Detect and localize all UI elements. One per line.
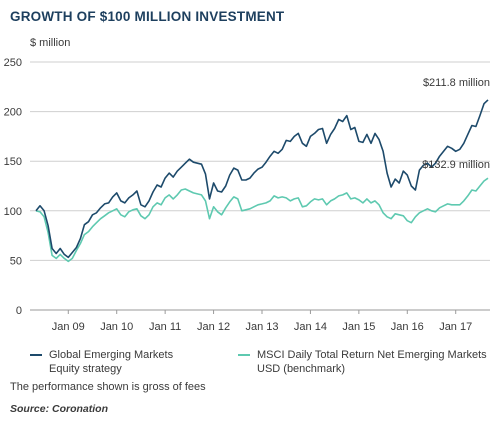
series-line-strategy [35, 99, 489, 259]
gridlines [30, 61, 490, 311]
end-label-strategy: $211.8 million [423, 77, 490, 89]
series-lines [35, 99, 489, 263]
legend-swatch-benchmark [238, 354, 250, 356]
y-tick-label: 200 [4, 107, 22, 119]
legend-label-benchmark: MSCI Daily Total Return Net Emerging Mar… [257, 349, 487, 375]
x-tick-label: Jan 09 [52, 321, 85, 333]
x-tick-label: Jan 11 [149, 321, 181, 333]
source-note: Source: Coronation [10, 403, 109, 415]
y-tick-label: 50 [10, 255, 22, 267]
y-tick-label: 150 [4, 156, 22, 168]
x-tick-labels: Jan 09 Jan 10 Jan 11 Jan 12 Jan 13 Jan 14 Jan … [52, 310, 472, 333]
y-tick-label: 250 [4, 57, 22, 69]
chart-title: GROWTH OF $100 MILLION INVESTMENT [10, 9, 285, 24]
x-tick-label: Jan 14 [294, 321, 327, 333]
x-tick-label: Jan 12 [197, 321, 230, 333]
y-tick-labels: 0 50 100 150 200 250 [4, 57, 22, 317]
series-line-benchmark [35, 177, 489, 263]
y-tick-label: 100 [4, 206, 22, 218]
legend-item-benchmark: MSCI Daily Total Return Net Emerging Mar… [238, 348, 492, 376]
legend-swatch-strategy [30, 354, 42, 356]
end-label-benchmark: $132.9 million [422, 159, 490, 171]
x-tick-label: Jan 13 [245, 321, 278, 333]
x-tick-label: Jan 15 [342, 321, 375, 333]
end-value-labels: $211.8 million $132.9 million [422, 77, 490, 171]
fees-note: The performance shown is gross of fees [10, 381, 206, 393]
y-axis-unit-label: $ million [30, 37, 71, 49]
x-tick-label: Jan 16 [391, 321, 424, 333]
legend-item-strategy: Global Emerging Markets Equity strategy [30, 348, 204, 376]
x-tick-label: Jan 17 [439, 321, 472, 333]
y-tick-label: 0 [16, 305, 22, 317]
legend-label-strategy: Global Emerging Markets Equity strategy [49, 349, 174, 375]
x-tick-label: Jan 10 [100, 321, 133, 333]
